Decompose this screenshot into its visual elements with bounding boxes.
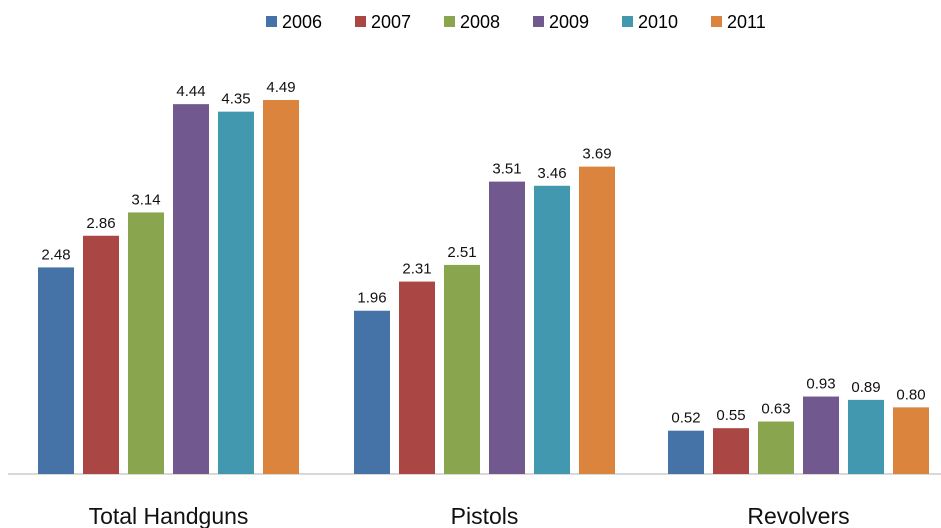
bar-2008-2 (758, 421, 794, 474)
bar-2009-0 (173, 104, 209, 474)
legend-label-2006: 2006 (282, 12, 322, 32)
category-label-2: Revolvers (747, 503, 849, 528)
bar-2007-1 (399, 281, 435, 474)
data-label-2011-0: 4.49 (266, 79, 295, 96)
bar-2007-0 (83, 235, 119, 474)
data-label-2010-2: 0.89 (851, 379, 880, 396)
legend-label-2008: 2008 (460, 12, 500, 32)
bar-2009-1 (489, 181, 525, 474)
legend-swatch-2007 (355, 16, 366, 27)
bar-2011-1 (579, 166, 615, 475)
bar-2006-0 (38, 267, 74, 474)
data-label-2009-1: 3.51 (492, 161, 521, 178)
data-label-2006-1: 1.96 (357, 290, 386, 307)
bar-2008-1 (444, 264, 480, 474)
bar-2009-2 (803, 396, 839, 474)
data-label-2010-0: 4.35 (221, 91, 250, 108)
bars (38, 99, 929, 475)
bar-2011-0 (263, 99, 299, 474)
legend: 2006 2007 2008 2009 2010 2011 (266, 12, 766, 32)
legend-label-2009: 2009 (549, 12, 589, 32)
category-labels: Total Handguns Pistols Revolvers (89, 503, 850, 528)
bar-2010-1 (534, 185, 570, 475)
data-label-2008-1: 2.51 (447, 244, 476, 261)
legend-swatch-2009 (533, 16, 544, 27)
data-label-2007-2: 0.55 (716, 407, 745, 424)
data-label-2011-2: 0.80 (896, 386, 925, 403)
legend-swatch-2006 (266, 16, 277, 27)
plot-area: 2.48 1.96 0.52 2.86 2.31 0.55 3.14 2.51 0.63 4.44… (8, 79, 941, 528)
bar-2007-2 (713, 428, 749, 474)
data-label-2006-2: 0.52 (671, 410, 700, 427)
data-labels: 2.48 1.96 0.52 2.86 2.31 0.55 3.14 2.51 0.63 4.44… (41, 79, 925, 427)
bar-2008-0 (128, 212, 164, 475)
bar-2010-0 (218, 111, 254, 475)
data-label-2007-1: 2.31 (402, 261, 431, 278)
legend-label-2007: 2007 (371, 12, 411, 32)
data-label-2008-2: 0.63 (761, 401, 790, 418)
data-label-2009-2: 0.93 (806, 376, 835, 393)
data-label-2011-1: 3.69 (582, 146, 611, 163)
category-label-1: Pistols (451, 503, 519, 528)
data-label-2009-0: 4.44 (176, 83, 205, 100)
legend-label-2011: 2011 (727, 12, 766, 32)
bar-2006-2 (668, 430, 704, 474)
data-label-2008-0: 3.14 (131, 191, 160, 208)
data-label-2010-1: 3.46 (537, 165, 566, 182)
bar-2010-2 (848, 399, 884, 474)
legend-swatch-2010 (622, 16, 633, 27)
bar-2006-1 (354, 310, 390, 474)
category-label-0: Total Handguns (89, 503, 249, 528)
data-label-2006-0: 2.48 (41, 246, 70, 263)
data-label-2007-0: 2.86 (86, 215, 115, 232)
bar-2011-2 (893, 407, 929, 474)
legend-swatch-2008 (444, 16, 455, 27)
legend-swatch-2011 (711, 16, 722, 27)
legend-label-2010: 2010 (638, 12, 678, 32)
